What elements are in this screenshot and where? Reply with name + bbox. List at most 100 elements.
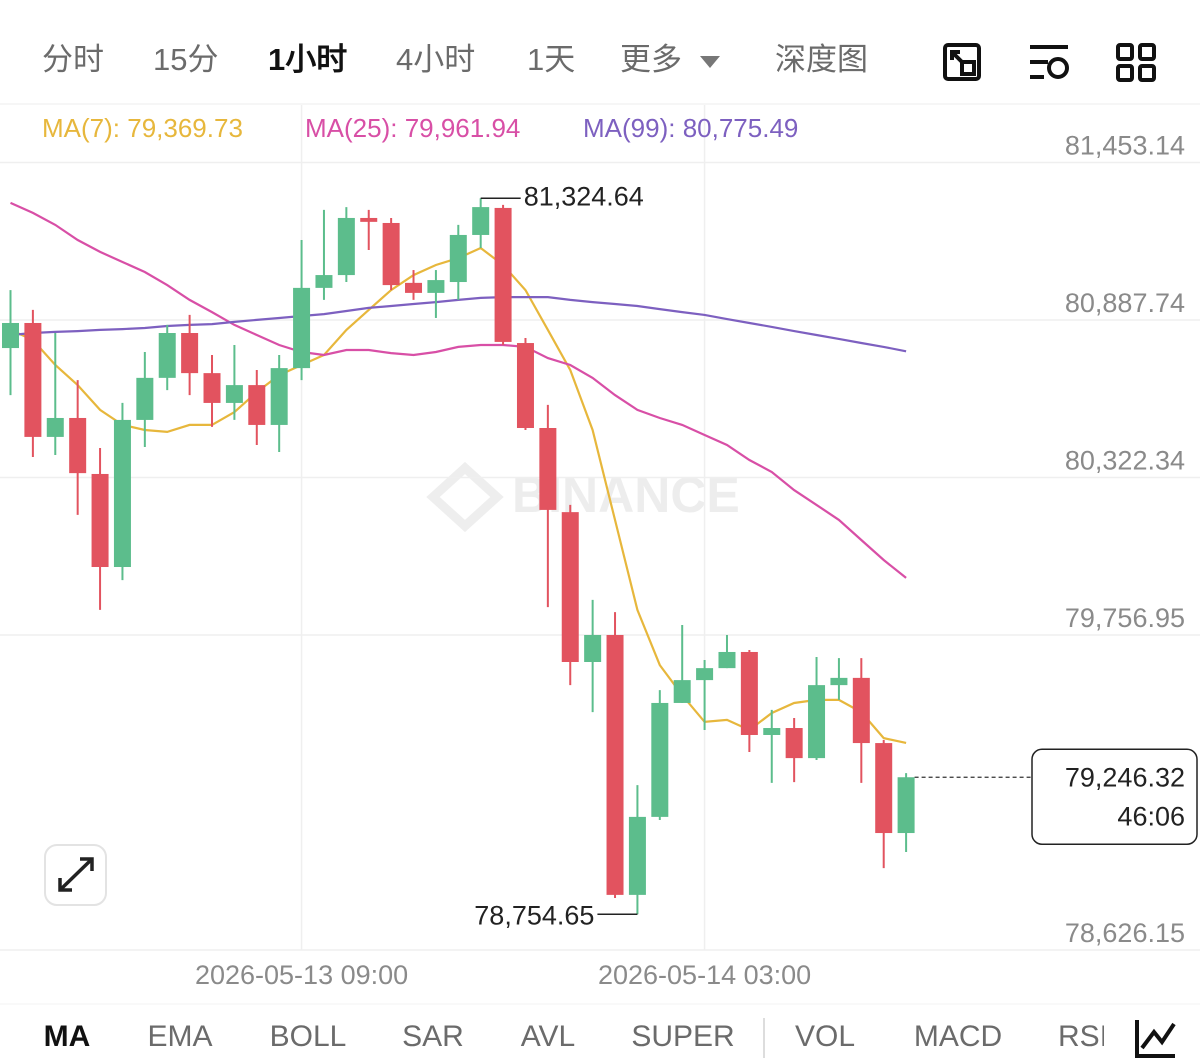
y-tick-label: 80,887.74: [1065, 288, 1185, 318]
legend-value: 79,369.73: [127, 113, 243, 143]
candle-body: [718, 651, 736, 669]
tab-active[interactable]: 1小时: [268, 42, 347, 77]
candle-body: [136, 377, 154, 420]
last-price-label: 79,246.32: [1065, 762, 1185, 792]
candle-body: [584, 634, 602, 663]
indicator[interactable]: BOLL: [270, 1020, 347, 1053]
tab[interactable]: 1天: [527, 42, 575, 77]
candle-body: [494, 207, 512, 342]
indicator[interactable]: RSI: [1058, 1020, 1108, 1053]
candle-body: [516, 343, 534, 429]
candle-body: [785, 728, 803, 759]
dropdown-arrow: [700, 56, 720, 68]
icon-part: [1047, 57, 1069, 79]
candle-body: [740, 651, 758, 735]
expand-icon: [58, 857, 94, 892]
ma-line: [10, 296, 907, 353]
low-label: 78,754.65: [474, 900, 594, 930]
icon-part: [1140, 1022, 1176, 1050]
indicator[interactable]: SUPER: [631, 1020, 734, 1053]
icon-part: [960, 60, 976, 76]
y-tick-label: 79,756.95: [1065, 603, 1185, 633]
icon-part: [950, 50, 964, 64]
plot: 81,324.64 78,754.65 79,246.32 46:06: [2, 181, 1198, 930]
candle-body: [763, 728, 781, 735]
indicator[interactable]: MACD: [914, 1020, 1002, 1053]
tab[interactable]: 分时: [42, 42, 104, 77]
legend: MA(99): 80,775.49: [583, 113, 798, 143]
legend-name: MA(99):: [583, 113, 675, 143]
icon-fullscreen[interactable]: [943, 43, 981, 81]
tab[interactable]: 深度图: [775, 42, 868, 77]
candle-body: [2, 322, 19, 349]
candle-body: [69, 417, 87, 474]
watermark-logo: [426, 461, 504, 533]
last-price-box: [1031, 748, 1198, 845]
legend: MA(25): 79,961.94: [305, 113, 520, 143]
y-tick-label: 80,322.34: [1065, 446, 1185, 476]
indicator[interactable]: AVL: [521, 1020, 575, 1053]
icon-layout[interactable]: [1116, 43, 1156, 82]
candle-body: [852, 677, 870, 744]
candle-body: [158, 333, 176, 378]
candle-body: [808, 685, 826, 759]
candle-body: [606, 634, 624, 895]
candle-body: [315, 275, 333, 288]
y-tick-label: 78,626.15: [1065, 918, 1185, 948]
grid: 81,453.14 80,887.74 80,322.34 79,756.95 78,6…: [0, 105, 1200, 990]
legend-value: 79,961.94: [405, 113, 521, 143]
candle-body: [382, 222, 400, 286]
candle-body: [46, 417, 64, 437]
candle-body: [449, 234, 467, 283]
expand-button[interactable]: [44, 844, 107, 906]
candle-body: [561, 512, 579, 663]
candle-body: [427, 280, 445, 293]
candle-body: [472, 207, 490, 235]
ma-line: [10, 201, 907, 579]
candle-body: [293, 287, 311, 369]
candle-body: [628, 816, 646, 895]
candle-body: [248, 385, 266, 425]
icon-part: [1030, 45, 1068, 79]
candle-body: [539, 428, 557, 510]
countdown: 46:06: [1117, 801, 1185, 831]
indicator[interactable]: VOL: [795, 1020, 855, 1053]
icon-part: [1138, 64, 1156, 82]
candle-body: [225, 385, 243, 403]
legend-name: MA(25):: [305, 113, 397, 143]
x-tick-label: 2026-05-14 03:00: [598, 960, 811, 990]
candle-body: [91, 473, 109, 568]
icon-part: [1116, 64, 1134, 82]
y-tick-label: 81,453.14: [1065, 131, 1185, 161]
tab[interactable]: 4小时: [396, 42, 475, 77]
icon-part: [1135, 1020, 1175, 1058]
candle-body: [830, 677, 848, 686]
candle-body: [360, 217, 378, 222]
candle-body: [651, 702, 669, 817]
indicator[interactable]: EMA: [147, 1020, 212, 1053]
legend: MA(7): 79,369.73: [42, 113, 243, 143]
icon-part: [1116, 43, 1134, 61]
icon-part: [1138, 43, 1156, 61]
candle-body: [181, 333, 199, 374]
icon-indicator-settings[interactable]: [1135, 1020, 1176, 1058]
indicator[interactable]: SAR: [402, 1020, 464, 1053]
candle-body: [696, 668, 714, 681]
candle-body: [897, 777, 915, 834]
icon-part: [943, 43, 981, 81]
tab[interactable]: 更多: [620, 42, 682, 77]
candle-body: [270, 368, 288, 425]
candle-body: [24, 322, 42, 437]
high-label: 81,324.64: [524, 181, 644, 211]
indicator-active[interactable]: MA: [44, 1020, 91, 1053]
icon-settings[interactable]: [1030, 45, 1069, 79]
legend-value: 80,775.49: [683, 113, 799, 143]
candle-body: [203, 373, 221, 403]
candle-body: [673, 680, 691, 703]
x-tick-label: 2026-05-13 09:00: [195, 960, 408, 990]
tab[interactable]: 15分: [153, 42, 218, 77]
candle-body: [405, 282, 423, 293]
candle-body: [113, 419, 131, 568]
